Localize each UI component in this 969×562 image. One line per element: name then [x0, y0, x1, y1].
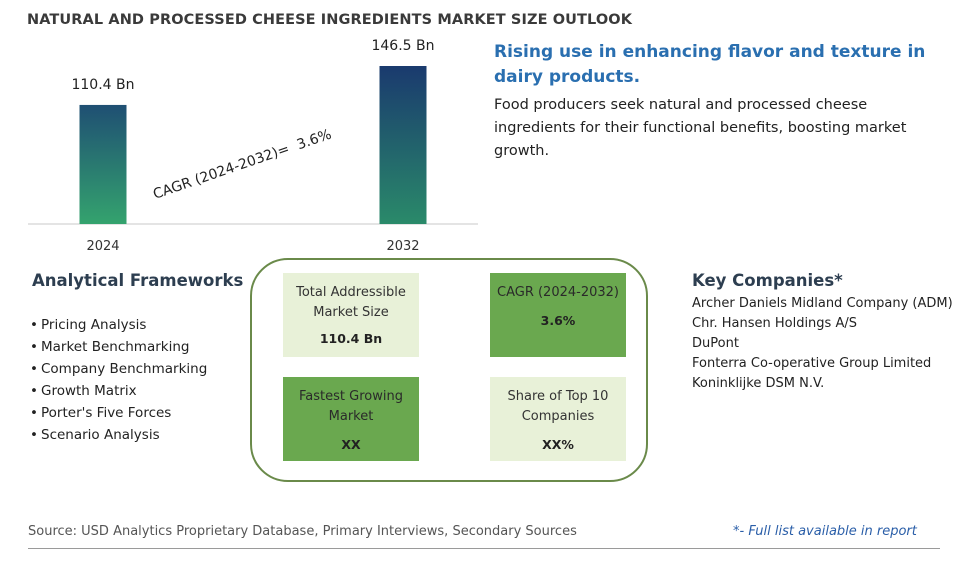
description: Food producers seek natural and processe… — [494, 97, 907, 159]
page-title: NATURAL AND PROCESSED CHEESE INGREDIENTS… — [27, 12, 633, 28]
key-companies-title: Key Companies* — [692, 271, 843, 290]
framework-label: Porter's Five Forces — [41, 405, 172, 421]
frameworks-list: • Pricing Analysis • Market Benchmarking •… — [30, 314, 207, 446]
metrics-panel — [250, 258, 648, 482]
framework-label: Pricing Analysis — [41, 317, 147, 333]
fastest-growing-box: Fastest Growing Market XX — [283, 377, 419, 461]
framework-label: Market Benchmarking — [41, 339, 190, 355]
list-item: • Pricing Analysis — [30, 314, 207, 336]
cagr-label: CAGR (2024-2032) — [497, 285, 619, 300]
list-item: • Scenario Analysis — [30, 424, 207, 446]
share-label: Share of Top 10 Companies — [507, 389, 609, 424]
tam-box: Total Addressible Market Size 110.4 Bn — [283, 273, 419, 357]
source-note: Source: USD Analytics Proprietary Databa… — [28, 524, 577, 539]
tam-label: Total Addressible Market Size — [296, 285, 406, 320]
list-item: Koninklijke DSM N.V. — [692, 376, 825, 391]
list-item: DuPont — [692, 336, 739, 351]
list-item: Chr. Hansen Holdings A/S — [692, 316, 857, 331]
cagr-annotation: CAGR (2024-2032)= 3.6% — [151, 127, 334, 203]
bullet: • — [30, 317, 38, 333]
share-box: Share of Top 10 Companies XX% — [490, 377, 626, 461]
list-item: • Growth Matrix — [30, 380, 207, 402]
list-item: Archer Daniels Midland Company (ADM) — [692, 296, 953, 311]
bullet: • — [30, 361, 38, 377]
fastest-growing-label: Fastest Growing Market — [299, 389, 403, 424]
full-list-note: *- Full list available in report — [733, 524, 917, 539]
fastest-growing-value: XX — [341, 437, 361, 452]
footer-divider — [28, 548, 940, 549]
list-item: • Porter's Five Forces — [30, 402, 207, 424]
category-label-2032: 2032 — [386, 239, 419, 254]
bullet: • — [30, 427, 38, 443]
tam-value: 110.4 Bn — [319, 331, 383, 346]
list-item: • Company Benchmarking — [30, 358, 207, 380]
list-item: • Market Benchmarking — [30, 336, 207, 358]
headline: Rising use in enhancing flavor and textu… — [494, 42, 926, 87]
cagr-box: CAGR (2024-2032) 3.6% — [490, 273, 626, 357]
framework-label: Scenario Analysis — [41, 427, 160, 443]
bar-2032 — [379, 66, 427, 224]
frameworks-title: Analytical Frameworks — [32, 271, 244, 290]
market-size-bar-chart: 110.4 Bn 146.5 Bn 2024 2032 CAGR (2024-2… — [28, 38, 478, 254]
framework-label: Growth Matrix — [41, 383, 137, 399]
category-label-2024: 2024 — [86, 239, 119, 254]
value-label-2024: 110.4 Bn — [71, 77, 134, 93]
bullet: • — [30, 339, 38, 355]
bullet: • — [30, 405, 38, 421]
bullet: • — [30, 383, 38, 399]
share-value: XX% — [542, 437, 574, 452]
cagr-value: 3.6% — [540, 313, 576, 328]
framework-label: Company Benchmarking — [41, 361, 208, 377]
list-item: Fonterra Co-operative Group Limited — [692, 356, 932, 371]
key-companies-list: Archer Daniels Midland Company (ADM) Chr… — [692, 294, 953, 394]
value-label-2032: 146.5 Bn — [371, 38, 434, 54]
bar-2024 — [79, 104, 127, 224]
